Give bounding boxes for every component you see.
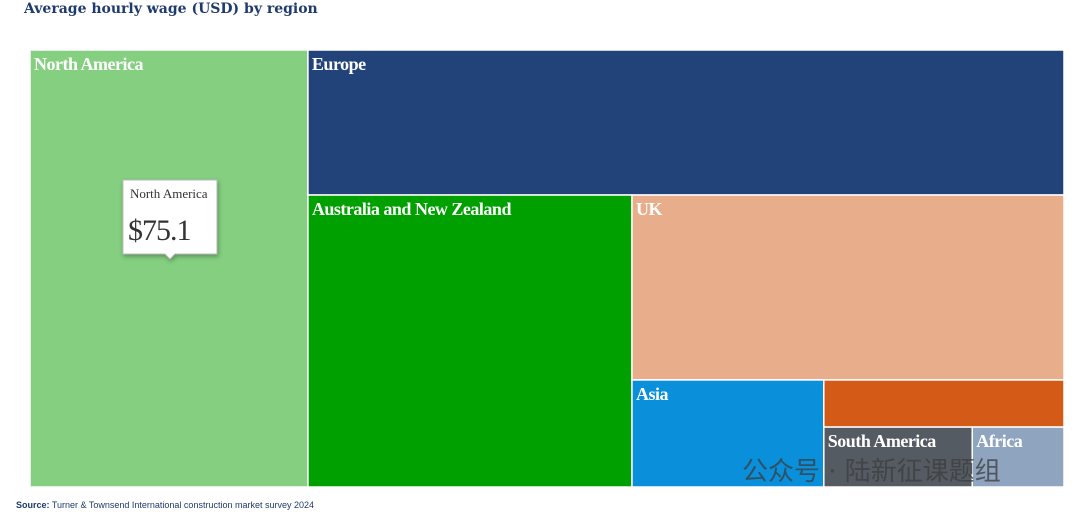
watermark: 公众号 · 陆新征课题组 [742, 457, 1001, 487]
cell-label: Africa [976, 431, 1022, 451]
chart-title: Average hourly wage (USD) by region [23, 1, 318, 17]
cell-label: North America [34, 54, 143, 74]
cell-label: UK [636, 199, 662, 219]
tooltip-category: North America [130, 186, 208, 201]
cell [823, 426, 973, 488]
tooltip: North America $75.1 [122, 179, 218, 260]
treemap: North America Europe Australia and New Zea… [29, 49, 1065, 488]
source-text: Turner & Townsend International construc… [52, 500, 314, 510]
cell [971, 426, 1065, 488]
cell-label: Europe [312, 54, 366, 74]
source: Source: Turner & Townsend International … [16, 500, 314, 510]
cell [631, 194, 1065, 381]
cell [307, 194, 633, 488]
tooltip-value: $75.1 [128, 214, 191, 247]
cell [29, 49, 309, 488]
cell-label: Australia and New Zealand [312, 199, 512, 219]
cell [307, 49, 1065, 196]
cell-label: South America [828, 431, 936, 451]
cell [823, 379, 1065, 428]
source-label: Source: [16, 500, 50, 510]
cell-label: Asia [636, 384, 669, 404]
cell [631, 379, 825, 488]
tooltip-box [122, 179, 218, 260]
